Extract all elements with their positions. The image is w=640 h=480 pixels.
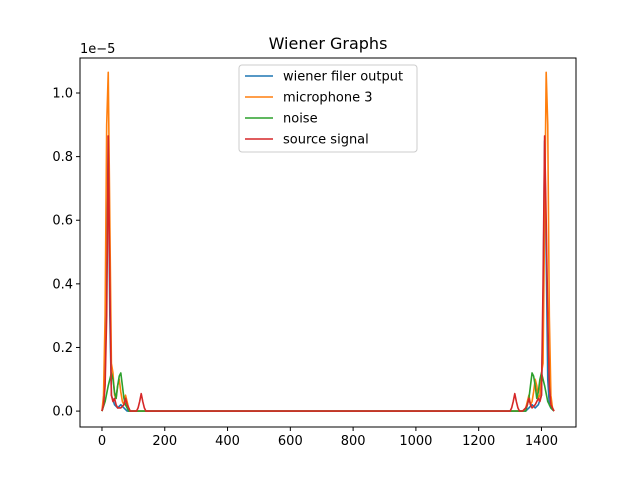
legend-label: wiener filer output bbox=[283, 70, 403, 85]
legend-frame bbox=[238, 64, 418, 153]
x-tick-label: 1000 bbox=[399, 434, 432, 449]
y-tick-label: 0.0 bbox=[52, 405, 73, 420]
series-line-3 bbox=[101, 135, 555, 412]
x-tick-label: 1200 bbox=[462, 434, 495, 449]
y-tick-label: 0.8 bbox=[52, 150, 73, 165]
x-tick-label: 600 bbox=[278, 434, 303, 449]
x-axis-ticks: 0 200 400 600 800 1000 1200 1400 bbox=[98, 427, 558, 449]
x-tick-label: 200 bbox=[152, 434, 177, 449]
axes-frame bbox=[79, 57, 577, 428]
y-axis-ticks: 0.0 0.2 0.4 0.6 0.8 1.0 bbox=[52, 86, 80, 420]
chart-title: Wiener Graphs bbox=[269, 34, 388, 53]
y-axis-offset-label: 1e−5 bbox=[80, 42, 115, 57]
legend-label: microphone 3 bbox=[283, 91, 373, 106]
series-lines bbox=[101, 71, 555, 412]
y-tick-label: 1.0 bbox=[52, 86, 73, 101]
plot-area bbox=[79, 57, 577, 428]
y-tick-label: 0.4 bbox=[52, 277, 73, 292]
legend: wiener filer output microphone 3 noise sour… bbox=[238, 64, 418, 153]
x-tick-label: 0 bbox=[98, 434, 106, 449]
legend-label: source signal bbox=[283, 133, 369, 148]
legend-label: noise bbox=[283, 112, 318, 127]
x-tick-label: 1400 bbox=[525, 434, 558, 449]
x-tick-label: 400 bbox=[215, 434, 240, 449]
x-tick-label: 800 bbox=[341, 434, 366, 449]
y-tick-label: 0.6 bbox=[52, 214, 73, 229]
y-tick-label: 0.2 bbox=[52, 341, 73, 356]
